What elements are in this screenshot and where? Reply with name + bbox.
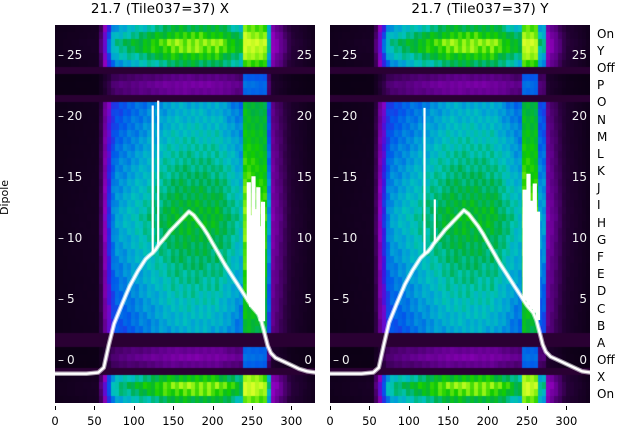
- dipole-tick-d-15: D: [597, 284, 607, 299]
- dipole-tick-x-20: X: [597, 370, 606, 385]
- y-axis-label: Dipole: [0, 179, 11, 215]
- panel-x-title: 21.7 (Tile037=37) X: [90, 1, 230, 17]
- x-tick-mark-250: [526, 406, 528, 410]
- dipole-tick-n-5: N: [597, 112, 606, 127]
- x-tick-mark-150: [173, 406, 175, 410]
- panel-x-plot-area[interactable]: –0 0 –5 5 –10 10 –15 15 –20 20 –25 25: [55, 25, 315, 403]
- y-tick-label-10: –10: [58, 231, 83, 246]
- dipole-tick-off-19: Off: [597, 353, 615, 368]
- x-tick-mark-100: [133, 406, 135, 410]
- x-tick-label-150: 150: [437, 414, 460, 428]
- y-tick-label-5: 5: [304, 292, 312, 307]
- y-tick-label-15: 15: [296, 170, 312, 185]
- dipole-tick-e-14: E: [597, 267, 605, 282]
- x-tick-label-250: 250: [515, 414, 538, 428]
- y-tick-label-5: –5: [58, 292, 75, 307]
- y-tick-label-25: 25: [571, 48, 587, 63]
- x-tick-label-300: 300: [280, 414, 303, 428]
- dipole-tick-b-17: B: [597, 318, 606, 333]
- y-tick-label-20: –20: [58, 109, 83, 124]
- x-tick-mark-50: [94, 406, 96, 410]
- x-tick-mark-150: [448, 406, 450, 410]
- dipole-tick-y-1: Y: [597, 43, 605, 58]
- x-tick-mark-200: [212, 406, 214, 410]
- x-tick-label-50: 50: [87, 414, 102, 428]
- x-tick-label-100: 100: [397, 414, 420, 428]
- x-tick-mark-300: [291, 406, 293, 410]
- profile-trace: [330, 107, 590, 376]
- y-tick-label-15: –15: [58, 170, 83, 185]
- y-tick-label-0: –0: [58, 353, 75, 368]
- y-tick-label-20: 20: [571, 109, 587, 124]
- y-tick-label-5: 5: [579, 292, 587, 307]
- panel-y-title: 21.7 (Tile037=37) Y: [411, 1, 549, 17]
- dipole-tick-p-3: P: [597, 78, 605, 93]
- x-tick-label-0: 0: [51, 414, 59, 428]
- y-tick-label-0: –0: [333, 353, 350, 368]
- x-tick-mark-300: [566, 406, 568, 410]
- x-tick-label-200: 200: [476, 414, 499, 428]
- dipole-tick-k-8: K: [597, 164, 605, 179]
- dipole-tick-off-2: Off: [597, 60, 615, 75]
- x-tick-mark-0: [330, 406, 331, 410]
- dipole-tick-c-16: C: [597, 301, 606, 316]
- y-tick-label-25: 25: [296, 48, 312, 63]
- dipole-tick-f-13: F: [597, 249, 604, 264]
- dipole-tick-a-18: A: [597, 335, 606, 350]
- y-tick-label-5: –5: [333, 292, 350, 307]
- y-tick-label-20: 20: [296, 109, 312, 124]
- dipole-tick-g-12: G: [597, 232, 607, 247]
- x-tick-label-150: 150: [162, 414, 185, 428]
- x-tick-label-0: 0: [326, 414, 334, 428]
- dipole-tick-j-9: J: [597, 181, 601, 196]
- dipole-tick-on-0: On: [597, 26, 615, 41]
- y-tick-label-15: 15: [571, 170, 587, 185]
- x-tick-label-200: 200: [201, 414, 224, 428]
- x-tick-label-50: 50: [362, 414, 377, 428]
- y-tick-label-25: –25: [58, 48, 83, 63]
- panel-y-plot-area[interactable]: –0 0 –5 5 –10 10 –15 15 –20 20 –25 25: [330, 25, 590, 403]
- x-tick-mark-100: [408, 406, 410, 410]
- y-tick-label-10: 10: [296, 231, 312, 246]
- dipole-tick-l-7: L: [597, 146, 604, 161]
- y-tick-label-10: –10: [333, 231, 358, 246]
- y-tick-label-10: 10: [571, 231, 587, 246]
- panel-y: 21.7 (Tile037=37) Y –0 0 –5 5 –10 10 –15 15 –20 2…: [320, 0, 640, 440]
- x-tick-label-300: 300: [555, 414, 578, 428]
- panel-x: 21.7 (Tile037=37) X Dipole –0 0 –5 5 –10 10 –1…: [0, 1, 315, 428]
- x-tick-mark-0: [55, 406, 56, 410]
- y-tick-label-25: –25: [333, 48, 358, 63]
- dipole-tick-i-10: I: [597, 198, 601, 213]
- profile-trace: [55, 100, 315, 376]
- y-tick-label-0: 0: [304, 353, 312, 368]
- y-tick-label-20: –20: [333, 109, 358, 124]
- y-tick-label-15: –15: [333, 170, 358, 185]
- x-tick-mark-250: [251, 406, 253, 410]
- dipole-tick-h-11: H: [597, 215, 607, 230]
- x-tick-mark-50: [369, 406, 371, 410]
- dipole-tick-m-6: M: [597, 129, 608, 144]
- x-tick-label-100: 100: [122, 414, 145, 428]
- x-tick-mark-200: [487, 406, 489, 410]
- x-tick-label-250: 250: [240, 414, 263, 428]
- y-tick-label-0: 0: [579, 353, 587, 368]
- dipole-tick-o-4: O: [597, 95, 607, 110]
- dipole-tick-on-21: On: [597, 387, 615, 402]
